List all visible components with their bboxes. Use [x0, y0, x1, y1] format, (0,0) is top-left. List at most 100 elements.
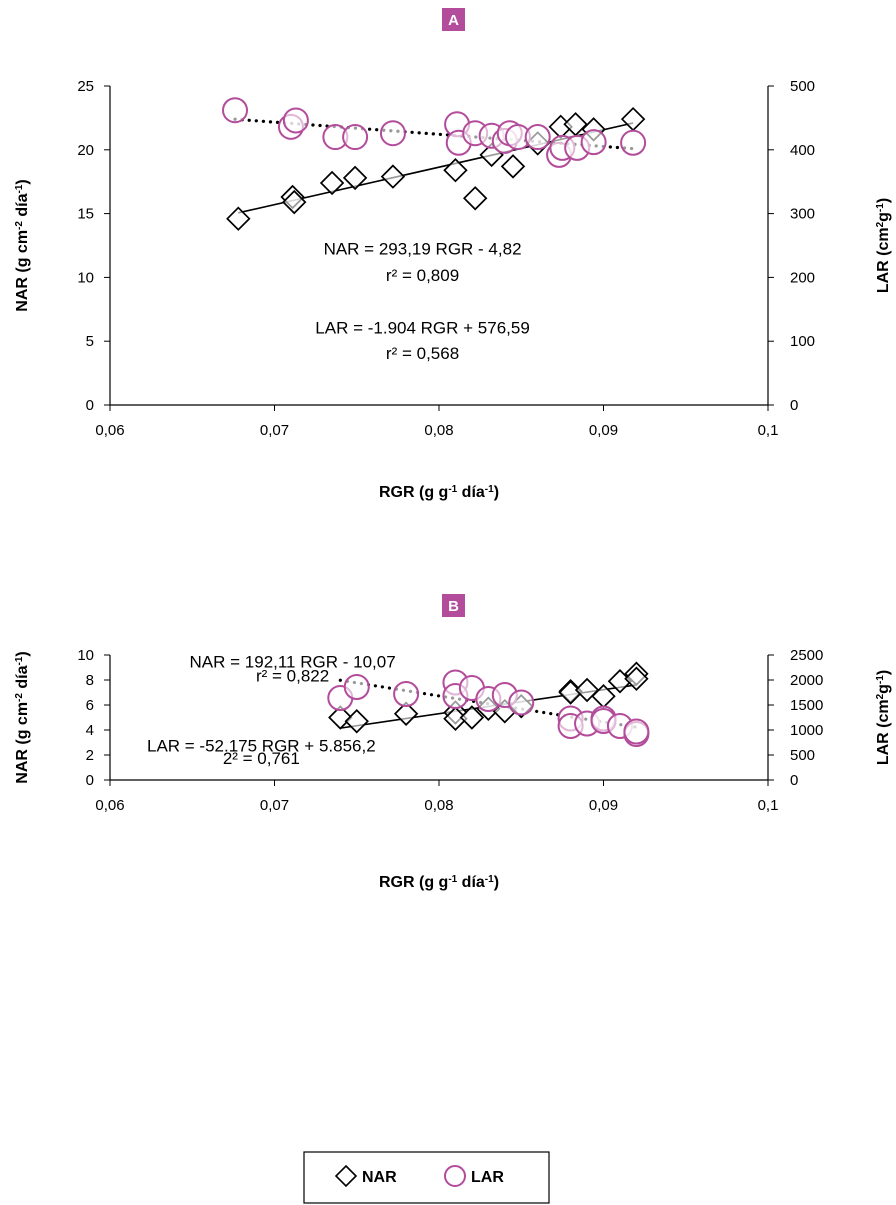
- y-right-tick-label: 0: [790, 397, 798, 414]
- panel-tag-box: [442, 594, 465, 617]
- nar-point: [226, 206, 251, 231]
- lar-point: [524, 124, 551, 151]
- equation-annotation: 2² = 0,761: [223, 749, 300, 768]
- nar-point: [380, 164, 406, 189]
- series-lar: [327, 669, 650, 747]
- x-tick-label: 0,06: [95, 422, 124, 439]
- equation-annotation: NAR = 192,11 RGR - 10,07: [190, 653, 396, 672]
- nar-point: [328, 705, 353, 730]
- panel-tag-label: B: [448, 598, 459, 615]
- y-axis-left-title-base: NAR (g cm: [14, 702, 31, 784]
- y-left-tick-label: 4: [86, 722, 94, 739]
- nar-point: [443, 158, 468, 183]
- x-axis-title-sup1: -1: [448, 484, 457, 495]
- x-axis-title-end: ): [494, 874, 499, 891]
- y-axis-left-title-mid: día: [14, 665, 31, 693]
- lar-point: [343, 674, 370, 700]
- nar-point: [462, 186, 488, 211]
- x-axis-title-sup2: -1: [485, 484, 494, 495]
- y-right-tick-label: 1500: [790, 697, 823, 714]
- equation-annotation: NAR = 293,19 RGR - 4,82: [324, 239, 522, 258]
- x-tick-label: 0,06: [95, 797, 124, 814]
- y-left-tick-label: 10: [77, 269, 94, 286]
- y-axis-left-title: NAR (g cm-2 día-1): [14, 651, 32, 783]
- nar-point: [624, 666, 649, 691]
- y-right-tick-label: 100: [790, 333, 815, 350]
- x-axis-title-sup1: -1: [448, 874, 457, 885]
- nar-point: [500, 154, 526, 179]
- y-axis-left-title-sup1: -2: [14, 221, 25, 230]
- y-axis-right-title-sup1: 2: [875, 221, 886, 227]
- y-axis-right-title-end: ): [875, 670, 892, 675]
- x-tick-label: 0,07: [260, 797, 289, 814]
- nar-point: [563, 112, 588, 137]
- x-tick-label: 0,08: [424, 797, 453, 814]
- y-axis-right-title: LAR (cm2g-1): [875, 198, 893, 293]
- x-axis-title-end: ): [494, 484, 499, 501]
- panel-tag-a: A: [442, 8, 465, 31]
- equation-annotation: LAR = -1.904 RGR + 576,59: [315, 319, 530, 338]
- series-nar: [226, 106, 646, 231]
- nar-point: [393, 701, 419, 726]
- y-right-tick-label: 200: [790, 269, 815, 286]
- y-left-tick-label: 8: [86, 672, 94, 689]
- y-axis-right-title-sup2: -1: [875, 203, 886, 212]
- panel-tag-label: A: [448, 12, 459, 29]
- x-axis-title-base: RGR (g g: [379, 484, 448, 501]
- nar-point: [620, 106, 646, 132]
- y-right-tick-label: 500: [790, 78, 815, 95]
- x-axis-title-mid: día: [457, 484, 485, 501]
- y-axis-left-title-sup1: -2: [14, 693, 25, 702]
- y-right-tick-label: 2000: [790, 672, 823, 689]
- lar-point: [620, 129, 647, 156]
- lar-point: [222, 97, 249, 124]
- x-tick-label: 0,09: [589, 797, 618, 814]
- y-axis-right-title-mid: g: [875, 212, 892, 222]
- x-tick-label: 0,07: [260, 422, 289, 439]
- equation-annotation: r² = 0,568: [386, 344, 459, 363]
- y-axis-left-title-sup2: -1: [14, 184, 25, 193]
- x-axis-title-sup2: -1: [485, 874, 494, 885]
- y-left-tick-label: 25: [77, 78, 94, 95]
- y-left-tick-label: 5: [86, 333, 94, 350]
- nar-point: [342, 165, 368, 191]
- lar-point: [379, 120, 406, 147]
- y-axis-right-title-sup2: -1: [875, 675, 886, 684]
- y-left-tick-label: 15: [77, 206, 94, 223]
- series-lar: [222, 97, 647, 168]
- x-tick-label: 0,09: [589, 422, 618, 439]
- panel-b-chart: B 0,06 0,07 0,08 0,09 0,1 0 2 4 6 8 10 0 500 1000 1500 2…: [14, 594, 892, 892]
- y-axis-right-title-mid: g: [875, 684, 892, 694]
- nar-point: [344, 709, 369, 734]
- y-right-tick-label: 400: [790, 142, 815, 159]
- lar-point: [623, 718, 650, 745]
- legend-nar-diamond-icon: [334, 1164, 358, 1188]
- y-axis-left-title-end: ): [14, 651, 31, 656]
- y-left-tick-label: 6: [86, 697, 94, 714]
- lar-point: [342, 124, 369, 151]
- equation-annotation: r² = 0,809: [386, 266, 459, 285]
- y-axis-left-title-sup2: -1: [14, 656, 25, 665]
- y-left-tick-label: 0: [86, 397, 94, 414]
- nar-point: [319, 170, 345, 196]
- legend-label-lar: LAR: [471, 1169, 504, 1186]
- x-axis-title-mid: día: [457, 874, 485, 891]
- y-left-tick-label: 20: [77, 142, 94, 159]
- x-tick-label: 0,1: [758, 797, 779, 814]
- lar-point: [580, 129, 607, 156]
- legend: NAR LAR: [303, 1151, 550, 1204]
- x-tick-label: 0,1: [758, 422, 779, 439]
- y-axis-right-title-base: LAR (cm: [875, 227, 892, 293]
- y-axis-right-title-end: ): [875, 198, 892, 203]
- lar-point: [508, 689, 535, 716]
- y-axis-right-title-base: LAR (cm: [875, 699, 892, 765]
- y-right-tick-label: 300: [790, 206, 815, 223]
- x-tick-label: 0,08: [424, 422, 453, 439]
- x-axis-title: RGR (g g-1 día-1): [379, 874, 499, 892]
- nar-point: [282, 189, 307, 215]
- panel-tag-box: [442, 8, 465, 31]
- y-left-tick-label: 2: [86, 747, 94, 764]
- nar-point: [459, 705, 485, 730]
- legend-label-nar: NAR: [362, 1169, 397, 1186]
